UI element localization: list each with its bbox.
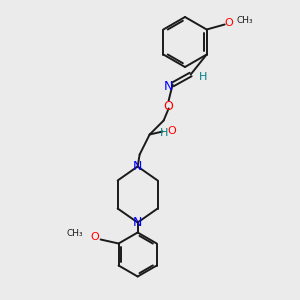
Text: H: H [199, 73, 207, 82]
Text: H: H [160, 128, 168, 137]
Text: CH₃: CH₃ [67, 229, 84, 238]
Text: CH₃: CH₃ [237, 16, 253, 25]
Text: N: N [133, 160, 142, 173]
Text: O: O [90, 232, 99, 242]
Text: O: O [224, 19, 233, 28]
Text: O: O [167, 125, 176, 136]
Text: N: N [133, 216, 142, 229]
Text: O: O [164, 100, 174, 113]
Text: N: N [164, 80, 173, 93]
